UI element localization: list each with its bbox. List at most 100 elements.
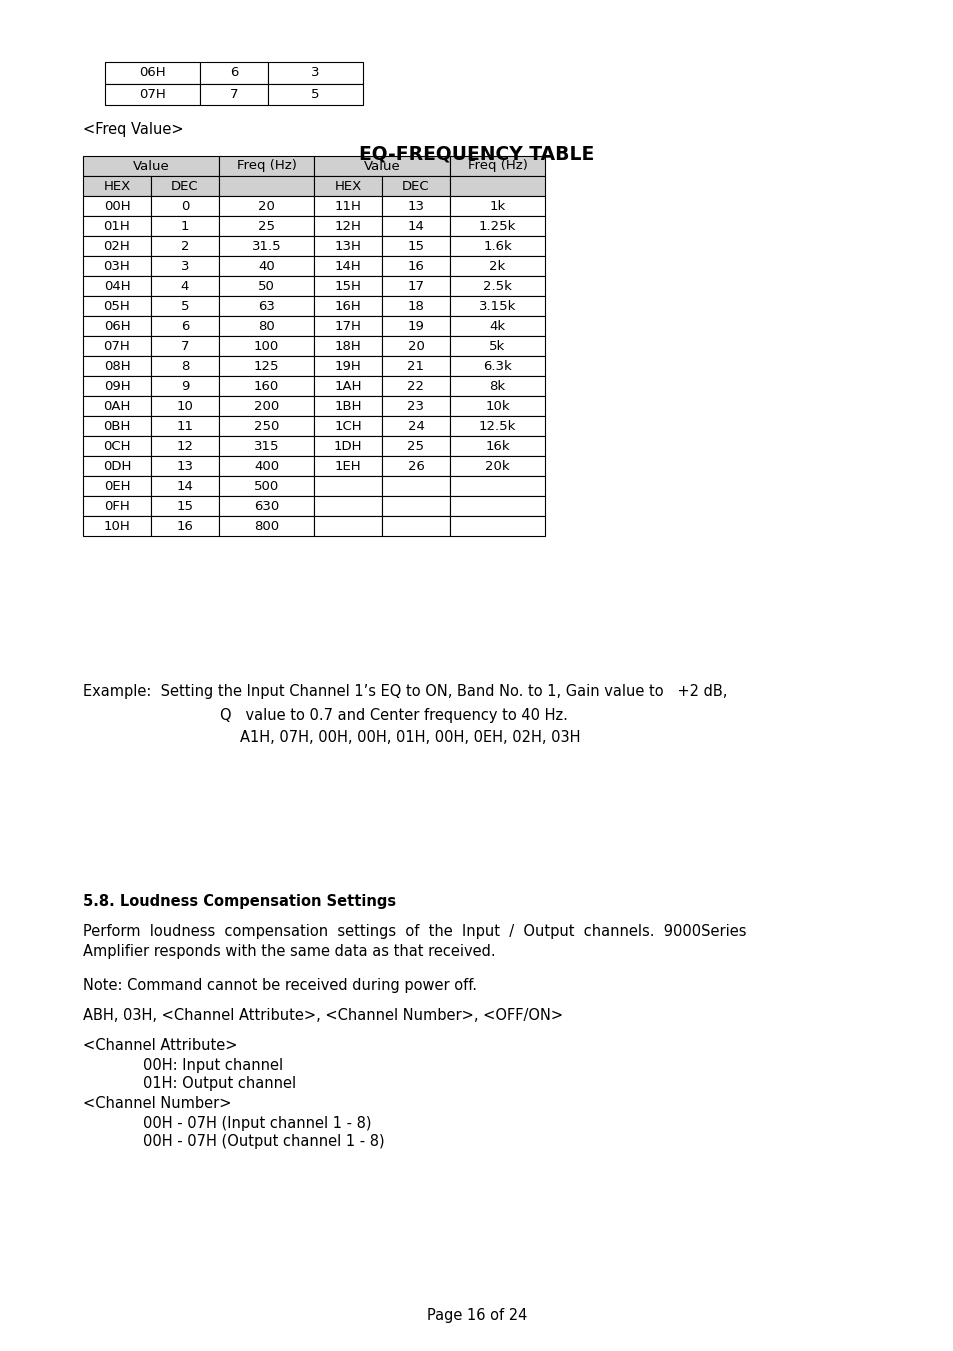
Text: 1k: 1k <box>489 200 505 212</box>
Bar <box>314 396 381 416</box>
Text: 0CH: 0CH <box>103 439 131 453</box>
Bar <box>83 296 151 316</box>
Bar <box>450 196 544 216</box>
Text: 5k: 5k <box>489 339 505 353</box>
Bar <box>83 516 151 536</box>
Text: 6: 6 <box>230 66 238 80</box>
Text: 5.8. Loudness Compensation Settings: 5.8. Loudness Compensation Settings <box>83 894 395 909</box>
Text: 17H: 17H <box>335 319 361 332</box>
Bar <box>381 476 450 496</box>
Bar <box>314 255 381 276</box>
Text: 06H: 06H <box>104 319 131 332</box>
Bar <box>105 84 200 105</box>
Text: 00H - 07H (Output channel 1 - 8): 00H - 07H (Output channel 1 - 8) <box>143 1133 384 1148</box>
Text: 08H: 08H <box>104 359 131 373</box>
Text: 23: 23 <box>407 400 424 412</box>
Bar <box>450 236 544 255</box>
Bar <box>450 255 544 276</box>
Bar <box>381 216 450 236</box>
Text: 2: 2 <box>180 239 189 253</box>
Text: 11H: 11H <box>335 200 361 212</box>
Text: DEC: DEC <box>171 180 198 192</box>
Text: 10: 10 <box>176 400 193 412</box>
Text: 00H: Input channel: 00H: Input channel <box>143 1058 283 1073</box>
Bar <box>151 357 219 376</box>
Bar <box>381 496 450 516</box>
Bar <box>219 516 314 536</box>
Text: 0EH: 0EH <box>104 480 131 493</box>
Text: 13: 13 <box>176 459 193 473</box>
Text: 16: 16 <box>407 259 424 273</box>
Bar <box>268 62 363 84</box>
Text: 3: 3 <box>311 66 319 80</box>
Bar <box>83 255 151 276</box>
Text: 18: 18 <box>407 300 424 312</box>
Bar <box>83 236 151 255</box>
Text: 1EH: 1EH <box>335 459 361 473</box>
Text: Perform  loudness  compensation  settings  of  the  Input  /  Output  channels. : Perform loudness compensation settings o… <box>83 924 745 959</box>
Text: 5: 5 <box>311 88 319 101</box>
Bar <box>83 416 151 436</box>
Text: 02H: 02H <box>104 239 131 253</box>
Bar <box>83 216 151 236</box>
Text: 8k: 8k <box>489 380 505 393</box>
Text: 21: 21 <box>407 359 424 373</box>
Bar <box>151 457 219 476</box>
Bar <box>381 516 450 536</box>
Text: Page 16 of 24: Page 16 of 24 <box>426 1308 527 1323</box>
Text: <Channel Number>: <Channel Number> <box>83 1096 232 1111</box>
Bar <box>83 476 151 496</box>
Bar <box>219 457 314 476</box>
Bar <box>219 436 314 457</box>
Text: 09H: 09H <box>104 380 131 393</box>
Bar <box>450 296 544 316</box>
Bar <box>219 196 314 216</box>
Bar <box>314 296 381 316</box>
Text: 40: 40 <box>258 259 274 273</box>
Bar <box>450 176 544 196</box>
Bar <box>314 216 381 236</box>
Text: Freq (Hz): Freq (Hz) <box>236 159 296 173</box>
Bar <box>314 436 381 457</box>
Text: Freq (Hz): Freq (Hz) <box>467 159 527 173</box>
Bar <box>450 316 544 336</box>
Text: 10k: 10k <box>485 400 509 412</box>
Text: 400: 400 <box>253 459 279 473</box>
Text: 1.25k: 1.25k <box>478 219 516 232</box>
Bar <box>450 155 544 176</box>
Text: 6.3k: 6.3k <box>482 359 512 373</box>
Bar <box>151 396 219 416</box>
Text: 13H: 13H <box>335 239 361 253</box>
Bar <box>219 476 314 496</box>
Bar <box>200 62 268 84</box>
Bar <box>219 255 314 276</box>
Text: 1DH: 1DH <box>334 439 362 453</box>
Text: 19: 19 <box>407 319 424 332</box>
Text: 25: 25 <box>257 219 274 232</box>
Text: HEX: HEX <box>334 180 361 192</box>
Text: 9: 9 <box>181 380 189 393</box>
Bar <box>381 236 450 255</box>
Text: 4k: 4k <box>489 319 505 332</box>
Text: ABH, 03H, <Channel Attribute>, <Channel Number>, <OFF/ON>: ABH, 03H, <Channel Attribute>, <Channel … <box>83 1008 562 1023</box>
Bar <box>450 516 544 536</box>
Bar <box>450 376 544 396</box>
Bar <box>151 516 219 536</box>
Bar <box>151 436 219 457</box>
Bar <box>381 316 450 336</box>
Text: 12.5k: 12.5k <box>478 420 516 432</box>
Bar <box>219 496 314 516</box>
Bar <box>219 316 314 336</box>
Bar <box>83 376 151 396</box>
Text: 15: 15 <box>176 500 193 512</box>
Text: 26: 26 <box>407 459 424 473</box>
Text: 04H: 04H <box>104 280 131 293</box>
Text: 1.6k: 1.6k <box>482 239 512 253</box>
Bar <box>219 176 314 196</box>
Bar <box>219 416 314 436</box>
Text: 00H: 00H <box>104 200 131 212</box>
Text: 16k: 16k <box>485 439 509 453</box>
Bar <box>83 176 151 196</box>
Bar <box>151 296 219 316</box>
Bar <box>450 476 544 496</box>
